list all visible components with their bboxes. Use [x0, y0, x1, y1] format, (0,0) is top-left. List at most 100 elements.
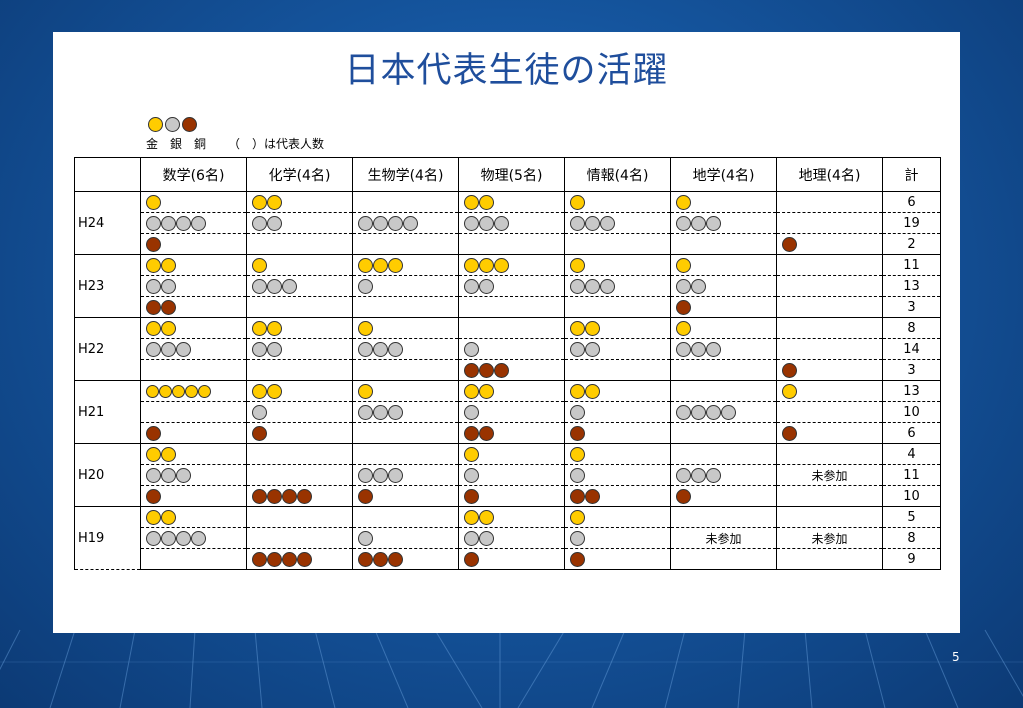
legend-medal-labels: 金 銀 銅: [146, 137, 207, 151]
medal-cell: [352, 212, 459, 234]
medal-cell: [670, 254, 777, 276]
gold-medal-icon: [479, 383, 494, 399]
header-cell: 生物学(4名): [352, 157, 459, 192]
silver-medal-icon: [706, 215, 721, 231]
medal-cell: [458, 464, 565, 486]
silver-medal-icon: [176, 467, 191, 483]
silver-medal-icon: [570, 278, 585, 294]
silver-medal-icon: [388, 404, 403, 420]
year-label: H23: [74, 254, 141, 318]
total-cell: 14: [882, 338, 941, 360]
silver-medal-icon: [161, 467, 176, 483]
table-row: 14: [75, 338, 941, 360]
medal-cell: [670, 422, 777, 444]
medal-cell: [670, 317, 777, 339]
medal-cell: [564, 338, 671, 360]
medal-cell: [776, 443, 883, 465]
silver-medal-icon: [358, 341, 373, 357]
silver-medal-icon: [373, 215, 388, 231]
medal-cell: [352, 485, 459, 507]
gold-medal-icon: [252, 320, 267, 336]
gold-medal-icon: [676, 320, 691, 336]
medal-cell: [246, 212, 353, 234]
bronze-medal-icon: [464, 488, 479, 504]
medal-cell: [140, 548, 247, 570]
medal-cell: [352, 422, 459, 444]
medal-cell: [670, 485, 777, 507]
bronze-medal-icon: [676, 299, 691, 315]
gold-medal-icon: [198, 384, 211, 398]
table-row: H20 4: [74, 443, 941, 507]
medal-cell: [140, 254, 247, 276]
not-participated-label: 未参加: [811, 531, 848, 546]
table-row: 10: [75, 401, 941, 423]
silver-medal-icon: [176, 530, 191, 546]
silver-medal-icon: [161, 215, 176, 231]
medal-cell: [352, 296, 459, 318]
medal-cell: [776, 233, 883, 255]
gold-medal-icon: [172, 384, 185, 398]
gold-medal-icon: [267, 320, 282, 336]
gold-medal-icon: [464, 446, 479, 462]
year-label: H20: [74, 443, 141, 507]
medal-cell: [140, 233, 247, 255]
silver-medal-icon: [252, 215, 267, 231]
total-cell: 10: [882, 485, 941, 507]
medal-cell: [458, 191, 565, 213]
medal-cell: [246, 443, 353, 465]
silver-medal-icon: [676, 215, 691, 231]
medal-cell: [352, 359, 459, 381]
gold-medal-icon: [148, 117, 163, 132]
bronze-medal-icon: [267, 488, 282, 504]
table-row: 3: [75, 359, 941, 381]
medal-cell: [140, 338, 247, 360]
total-cell: 19: [882, 212, 941, 234]
medal-cell: [140, 464, 247, 486]
medal-cell: [564, 275, 671, 297]
medal-cell: [352, 506, 459, 528]
gold-medal-icon: [494, 257, 509, 273]
gold-medal-icon: [252, 194, 267, 210]
medal-cell: [564, 548, 671, 570]
bronze-medal-icon: [252, 425, 267, 441]
medal-cell: [140, 191, 247, 213]
silver-medal-icon: [585, 215, 600, 231]
gold-medal-icon: [358, 383, 373, 399]
medal-cell: [458, 296, 565, 318]
medal-cell: [246, 296, 353, 318]
gold-medal-icon: [146, 384, 159, 398]
total-cell: 8: [882, 527, 941, 549]
header-cell: 地学(4名): [670, 157, 777, 192]
medal-cell: [352, 275, 459, 297]
medal-cell: [564, 443, 671, 465]
silver-medal-icon: [146, 215, 161, 231]
medal-cell: [776, 254, 883, 276]
year-label: H19: [74, 506, 141, 570]
silver-medal-icon: [691, 278, 706, 294]
bronze-medal-icon: [464, 551, 479, 567]
medal-cell: [246, 338, 353, 360]
medal-cell: [246, 548, 353, 570]
not-participated-label: 未参加: [811, 468, 848, 483]
medal-cell: [140, 527, 247, 549]
medal-cell: [246, 485, 353, 507]
medal-cell: [352, 317, 459, 339]
total-cell: 5: [882, 506, 941, 528]
medal-cell: [458, 338, 565, 360]
silver-medal-icon: [691, 215, 706, 231]
gold-medal-icon: [146, 320, 161, 336]
bronze-medal-icon: [146, 425, 161, 441]
table-row: 19: [75, 212, 941, 234]
medal-cell: [670, 233, 777, 255]
bronze-medal-icon: [282, 488, 297, 504]
gold-medal-icon: [146, 509, 161, 525]
silver-medal-icon: [706, 341, 721, 357]
medal-cell: [140, 443, 247, 465]
medal-cell: [458, 401, 565, 423]
total-cell: 11: [882, 464, 941, 486]
silver-medal-icon: [176, 341, 191, 357]
total-cell: 13: [882, 275, 941, 297]
gold-medal-icon: [161, 446, 176, 462]
medal-cell: [776, 212, 883, 234]
medal-cell: [776, 275, 883, 297]
